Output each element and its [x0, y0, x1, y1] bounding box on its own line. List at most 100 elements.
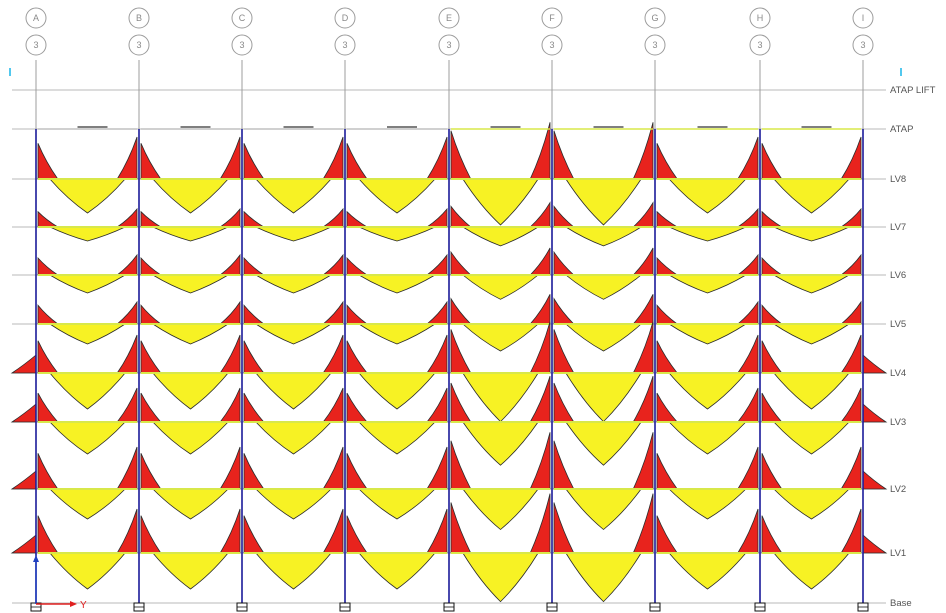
positive-moment — [255, 372, 332, 410]
grid-bubble-e[interactable] — [438, 7, 460, 29]
negative-moment-right — [321, 207, 344, 228]
positive-moment — [49, 372, 126, 410]
negative-moment-right — [322, 300, 344, 325]
negative-moment-left — [761, 256, 784, 276]
negative-moment-right — [322, 136, 344, 180]
grid-bubble-a[interactable] — [25, 7, 47, 29]
positive-moment — [254, 421, 333, 455]
negative-moment-left — [553, 440, 575, 490]
grid-bubble-b[interactable] — [128, 7, 150, 29]
positive-moment — [668, 421, 747, 455]
negative-moment-right — [840, 334, 862, 374]
negative-moment-right — [426, 508, 448, 554]
negative-moment-left — [450, 297, 472, 325]
story-label: ATAP LIFT — [890, 85, 936, 96]
grid-bubble-label: C — [239, 13, 246, 23]
negative-moment-left — [761, 515, 783, 554]
grid-sub-bubble-label: 3 — [652, 40, 657, 50]
negative-moment-left — [243, 392, 265, 423]
grid-bubble-h[interactable] — [749, 7, 771, 29]
positive-moment — [668, 226, 747, 242]
positive-moment — [49, 552, 126, 590]
grid-sub-bubble-label: 3 — [860, 40, 865, 50]
negative-moment-left — [450, 329, 472, 374]
grid-bubble-d[interactable] — [334, 7, 356, 29]
negative-moment-right — [116, 446, 138, 490]
negative-moment-left — [656, 143, 678, 180]
negative-moment-right — [322, 253, 344, 276]
negative-moment-right — [426, 334, 448, 374]
positive-moment — [462, 552, 539, 603]
positive-moment — [48, 274, 127, 294]
negative-moment-right — [840, 300, 862, 325]
story-label: LV3 — [890, 417, 906, 428]
grid-sub-bubble-b[interactable] — [128, 34, 150, 56]
grid-bubble-label: A — [33, 13, 39, 23]
negative-moment-left — [553, 382, 575, 423]
negative-moment-left — [346, 392, 368, 423]
negative-moment-left — [140, 304, 163, 325]
edge-moment-right — [862, 403, 888, 423]
negative-moment-left — [243, 340, 265, 374]
negative-moment-right — [218, 207, 241, 228]
grid-sub-bubble-i[interactable] — [852, 34, 874, 56]
grid-sub-bubble-label: 3 — [33, 40, 38, 50]
positive-moment — [358, 372, 436, 410]
grid-sub-bubble-g[interactable] — [644, 34, 666, 56]
y-axis-arrow-head — [70, 601, 77, 607]
grid-sub-bubble-e[interactable] — [438, 34, 460, 56]
positive-moment — [667, 274, 748, 294]
positive-moment — [358, 552, 436, 590]
moment-diagrams — [10, 122, 888, 603]
grid-sub-bubble-label: 3 — [549, 40, 554, 50]
story-label: LV6 — [890, 270, 906, 281]
negative-moment-left — [140, 453, 162, 490]
positive-moment — [773, 552, 850, 590]
negative-moment-right — [840, 508, 862, 554]
negative-moment-left — [656, 304, 679, 325]
negative-moment-left — [656, 340, 679, 374]
story-label: LV7 — [890, 222, 906, 233]
negative-moment-left — [656, 256, 679, 276]
grid-sub-bubble-h[interactable] — [749, 34, 771, 56]
negative-moment-left — [37, 143, 59, 180]
story-label: Base — [890, 598, 912, 609]
story-label: LV4 — [890, 368, 906, 379]
grid-sub-bubble-f[interactable] — [541, 34, 563, 56]
grid-bubble-i[interactable] — [852, 7, 874, 29]
negative-moment-right — [529, 493, 551, 554]
positive-moment — [357, 323, 437, 345]
negative-moment-right — [219, 508, 241, 554]
positive-moment — [668, 178, 747, 214]
grid-sub-bubble-d[interactable] — [334, 34, 356, 56]
negative-moment-left — [37, 453, 59, 490]
grid-sub-bubble-a[interactable] — [25, 34, 47, 56]
positive-moment — [773, 372, 850, 410]
negative-moment-right — [219, 446, 241, 490]
grid-bubble-g[interactable] — [644, 7, 666, 29]
negative-moment-right — [219, 387, 241, 423]
positive-moment — [462, 488, 539, 531]
negative-moment-right — [426, 446, 448, 490]
negative-moment-right — [737, 136, 759, 180]
negative-moment-left — [553, 297, 575, 325]
negative-moment-left — [243, 210, 266, 228]
grid-bubble-label: I — [862, 13, 865, 23]
negative-moment-right — [426, 136, 448, 180]
negative-moment-left — [37, 340, 59, 374]
positive-moment — [565, 552, 642, 603]
grid-sub-bubble-c[interactable] — [231, 34, 253, 56]
positive-moment — [462, 421, 539, 466]
negative-moment-left — [140, 392, 162, 423]
positive-moment — [564, 323, 643, 352]
negative-moment-left — [346, 340, 368, 374]
grid-bubble-label: B — [136, 13, 142, 23]
story-labels: ATAP LIFT ATAP LV8 LV7 LV6 LV5 LV4 LV3 LV2 LV1 Bas… — [890, 85, 936, 609]
negative-moment-right — [632, 321, 654, 374]
edge-moment-left — [10, 534, 37, 554]
grid-bubble-c[interactable] — [231, 7, 253, 29]
negative-moment-right — [840, 136, 862, 180]
positive-moment — [772, 274, 851, 294]
edge-moment-right — [862, 534, 888, 554]
grid-bubble-f[interactable] — [541, 7, 563, 29]
